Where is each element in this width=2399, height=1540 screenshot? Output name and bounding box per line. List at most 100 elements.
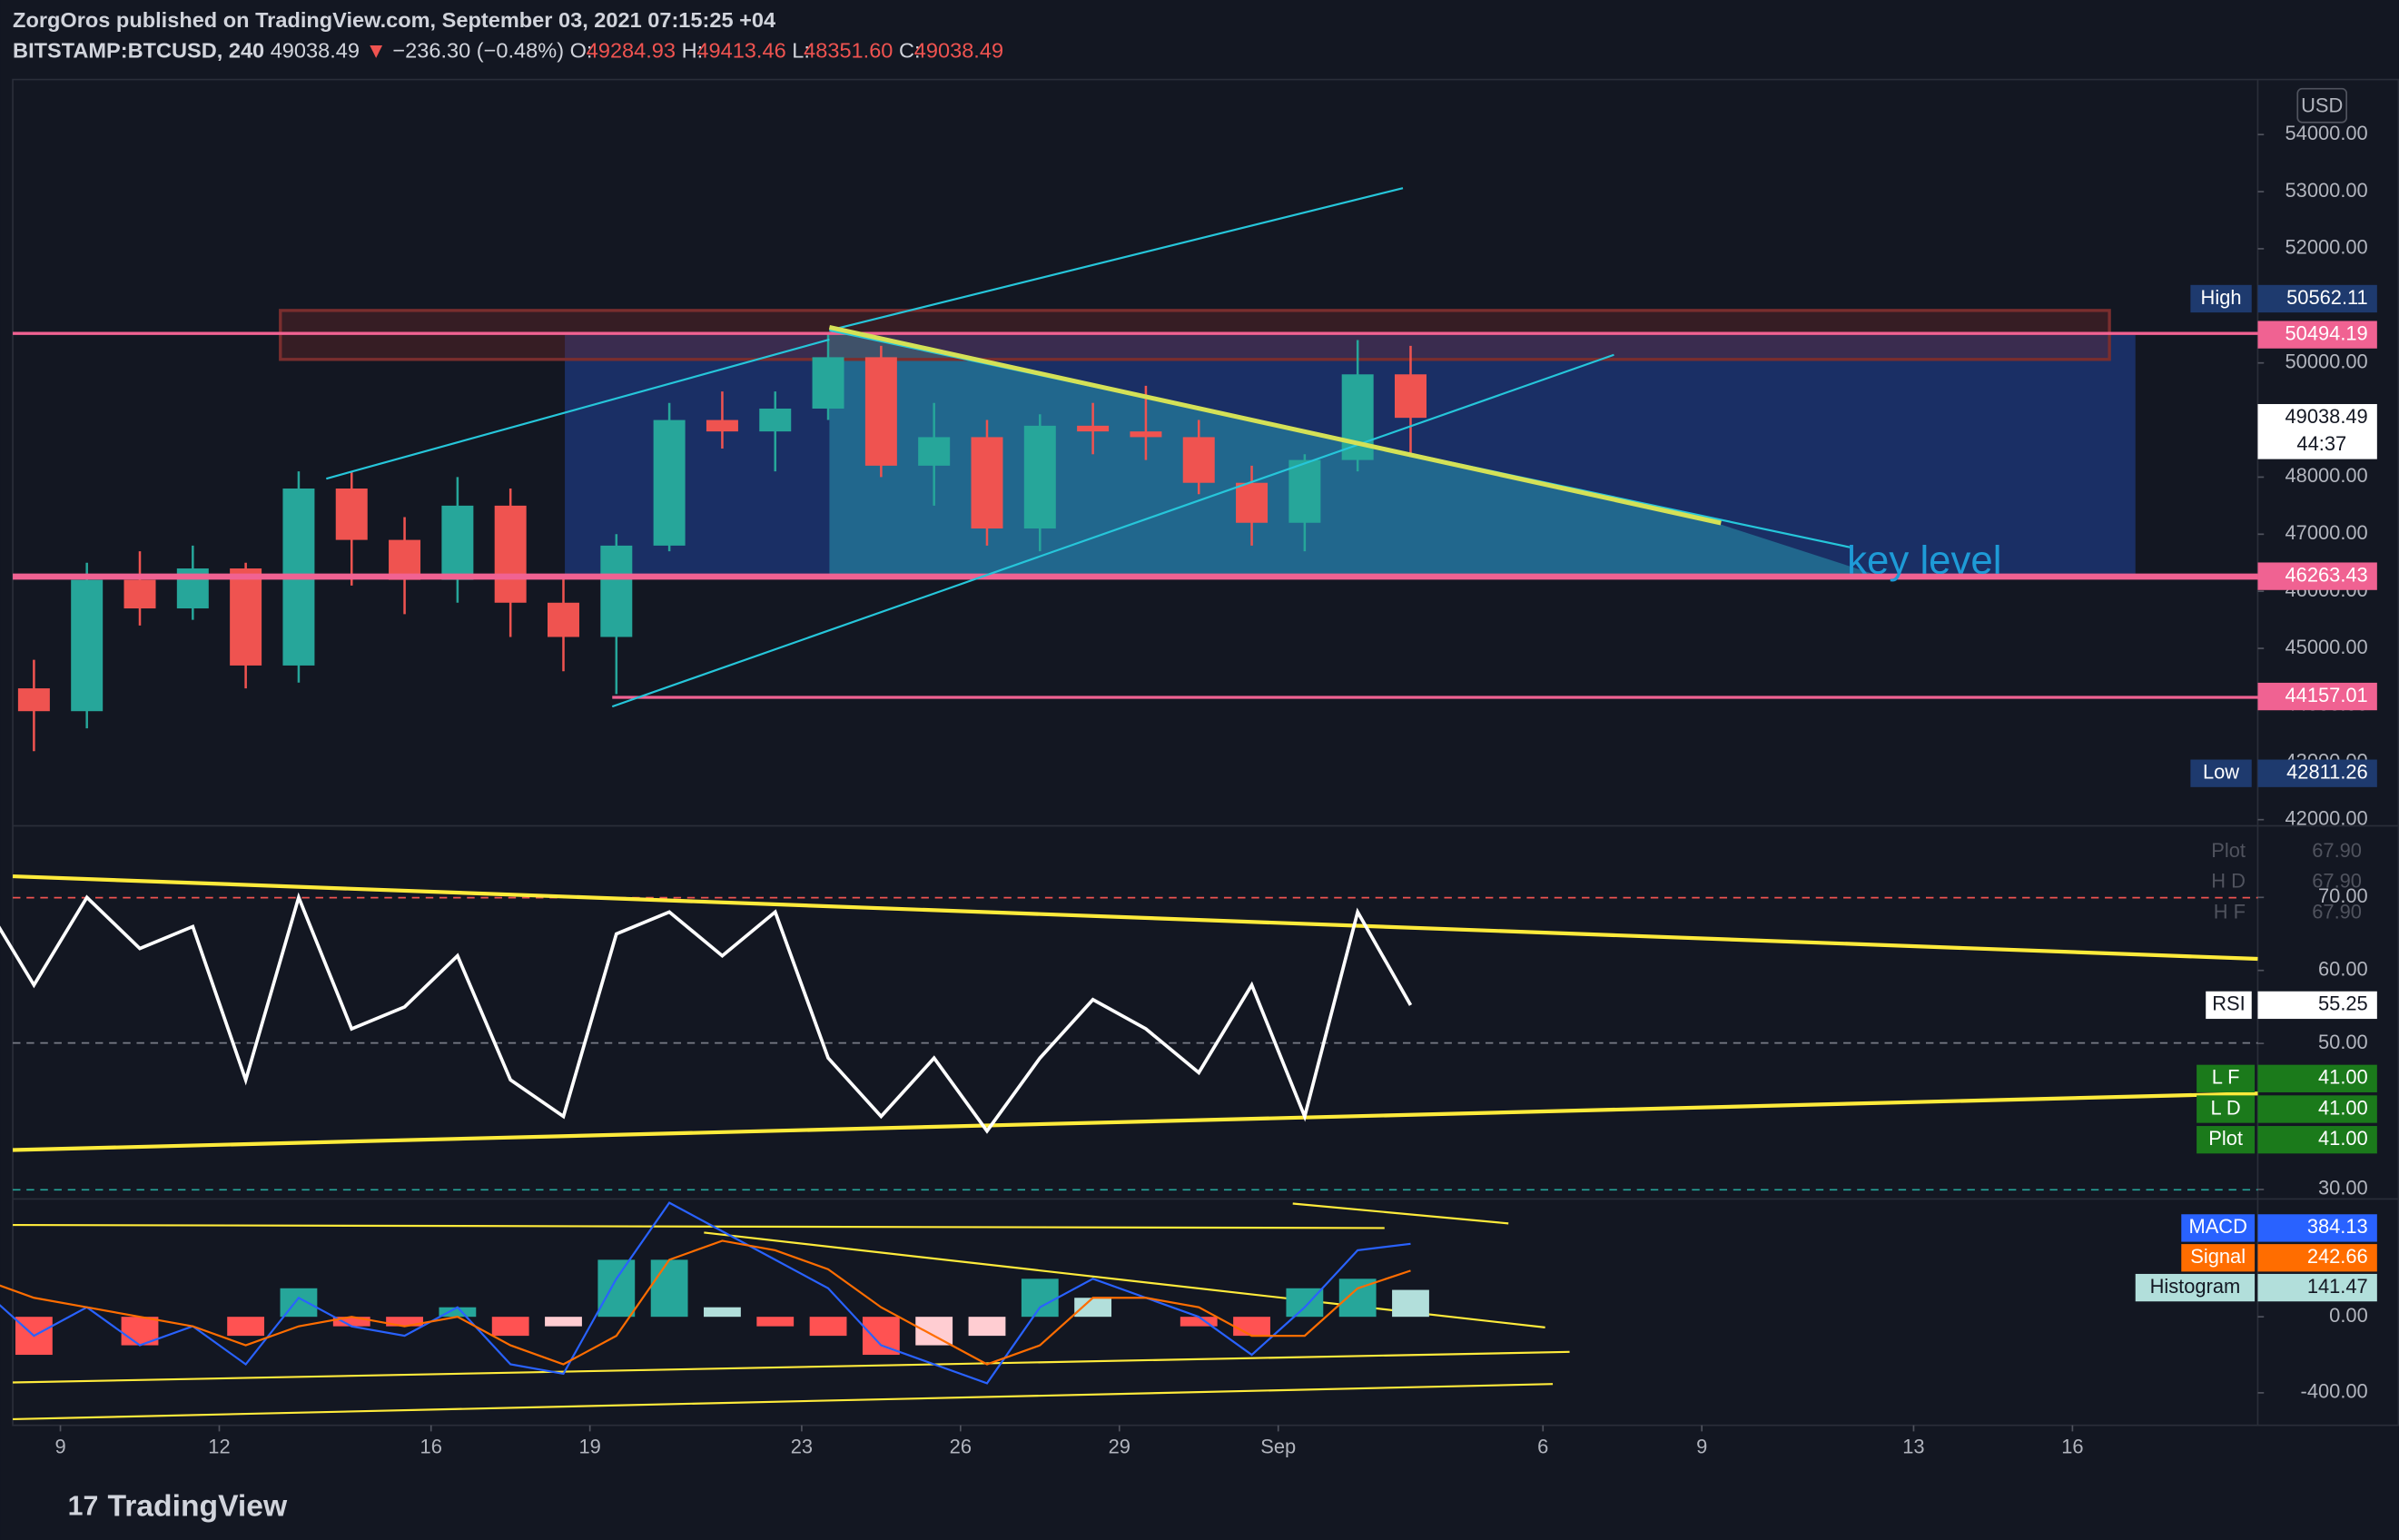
price-badge	[2257, 1095, 2377, 1123]
badge-value: 55.25	[2318, 992, 2368, 1015]
currency-box	[2296, 87, 2347, 123]
badge-name: L D	[2210, 1096, 2240, 1119]
candle-body	[706, 420, 738, 432]
price-badge	[2257, 682, 2377, 711]
annotation: key level	[1847, 538, 2001, 582]
histogram-bar	[756, 1317, 795, 1327]
histogram-bar	[545, 1317, 582, 1327]
y-tick-label: 48000.00	[2285, 464, 2367, 487]
candle-body	[1023, 425, 1056, 529]
badge-value: 49038.49	[2285, 405, 2367, 428]
badge-value: 141.47	[2307, 1275, 2368, 1298]
candle-body	[864, 357, 897, 466]
candle-body	[759, 408, 792, 432]
trend-line	[828, 324, 1722, 526]
histogram-bar	[597, 1259, 636, 1318]
y-tick-label: 47000.00	[2285, 521, 2367, 544]
candle-body	[812, 357, 844, 409]
last: 49038.49	[271, 38, 360, 62]
legend-entry: MACD	[2188, 1215, 2246, 1238]
badge-name: Low	[2203, 760, 2239, 783]
badge-sub: 44:37	[2296, 432, 2346, 455]
x-tick-label: 26	[950, 1436, 972, 1458]
price-badge	[2257, 562, 2377, 590]
overlay: 9121619232629Sep69131642000.0043000.0044…	[0, 122, 2377, 1458]
legend-entry: Histogram	[2150, 1275, 2241, 1298]
y-tick-label: 54000.00	[2285, 122, 2367, 144]
x-tick-label: 6	[1537, 1436, 1548, 1458]
y-tick-label: 52000.00	[2285, 236, 2367, 259]
drawings: key level	[13, 187, 2258, 708]
badge-name: L F	[2212, 1066, 2240, 1089]
candle-body	[230, 568, 262, 666]
badge-value: 41.00	[2318, 1096, 2368, 1119]
o-label: O:	[570, 38, 593, 62]
footer-text: TradingView	[107, 1490, 288, 1524]
x-tick-label: 9	[1696, 1436, 1707, 1458]
candle-body	[494, 505, 527, 603]
y-tick-label: 50000.00	[2285, 350, 2367, 372]
candle-body	[1182, 437, 1215, 483]
candle-body	[971, 437, 1003, 529]
y-tick-label: 53000.00	[2285, 179, 2367, 202]
histogram-bar	[862, 1317, 900, 1356]
candle-body	[123, 579, 156, 609]
trend-line	[12, 874, 2258, 962]
symbol-line: BITSTAMP:BTCUSD, 240 49038.49 ▼ −236.30 …	[13, 38, 1003, 62]
publisher: ZorgOros published on TradingView.com, S…	[13, 8, 775, 32]
trend-line	[1292, 1202, 1509, 1225]
x-tick-label: Sep	[1260, 1436, 1296, 1458]
candle-body	[17, 688, 50, 712]
histogram-bar	[1021, 1278, 1059, 1318]
histogram-bar	[968, 1317, 1006, 1337]
price-badge	[2257, 1126, 2377, 1154]
price-badge	[2257, 1244, 2377, 1272]
price-badge	[2257, 321, 2377, 349]
trend-line	[13, 1383, 1554, 1421]
trend-line	[611, 353, 1614, 708]
histogram-bar	[439, 1307, 477, 1318]
change: −236.30 (−0.48%)	[392, 38, 564, 62]
x-tick-label: 16	[2061, 1436, 2083, 1458]
faded-value: 67.90	[2312, 900, 2362, 923]
faded-value: 67.90	[2312, 870, 2362, 893]
y-tick-label: 60.00	[2318, 957, 2368, 980]
symbol: BITSTAMP:BTCUSD, 240	[13, 38, 264, 62]
legend-box	[2135, 1273, 2256, 1302]
price-badge	[2257, 284, 2377, 313]
legend-entry: Signal	[2190, 1245, 2246, 1268]
x-tick-label: 19	[578, 1436, 600, 1458]
badge-name-box	[2190, 284, 2252, 313]
candle-body	[1130, 431, 1162, 438]
x-tick-label: 12	[208, 1436, 230, 1458]
o: 49284.93	[587, 38, 676, 62]
faded-name: Plot	[2211, 839, 2246, 862]
candle-body	[1394, 374, 1427, 419]
candle-body	[389, 539, 421, 580]
rsi-drawings	[12, 874, 2258, 1191]
histogram-bar	[227, 1317, 265, 1337]
badge-name: High	[2201, 286, 2242, 309]
legend-box	[2181, 1214, 2256, 1242]
y-tick-label: 42000.00	[2285, 806, 2367, 829]
histogram-bar	[809, 1317, 847, 1337]
badge-name-box	[2197, 1064, 2256, 1092]
trend-line	[829, 187, 1404, 331]
price-badge	[2257, 759, 2377, 787]
footer-logo: 17 TradingView	[68, 1490, 288, 1524]
y-tick-label: 70.00	[2318, 884, 2368, 907]
macd-line	[0, 1201, 1411, 1385]
price-badge	[2257, 1214, 2377, 1242]
arrow: ▼	[366, 38, 387, 62]
badge-value: 50494.19	[2285, 321, 2367, 344]
badge-value: 46263.43	[2285, 563, 2367, 586]
x-tick-label: 29	[1109, 1436, 1130, 1458]
l-label: L:	[792, 38, 810, 62]
h-label: H:	[682, 38, 704, 62]
badge-name-box	[2197, 1126, 2256, 1154]
faded-name: H F	[2214, 900, 2246, 923]
y-tick-label: -400.00	[2301, 1380, 2368, 1403]
y-tick-label: 45000.00	[2285, 636, 2367, 658]
x-tick-label: 23	[791, 1436, 813, 1458]
